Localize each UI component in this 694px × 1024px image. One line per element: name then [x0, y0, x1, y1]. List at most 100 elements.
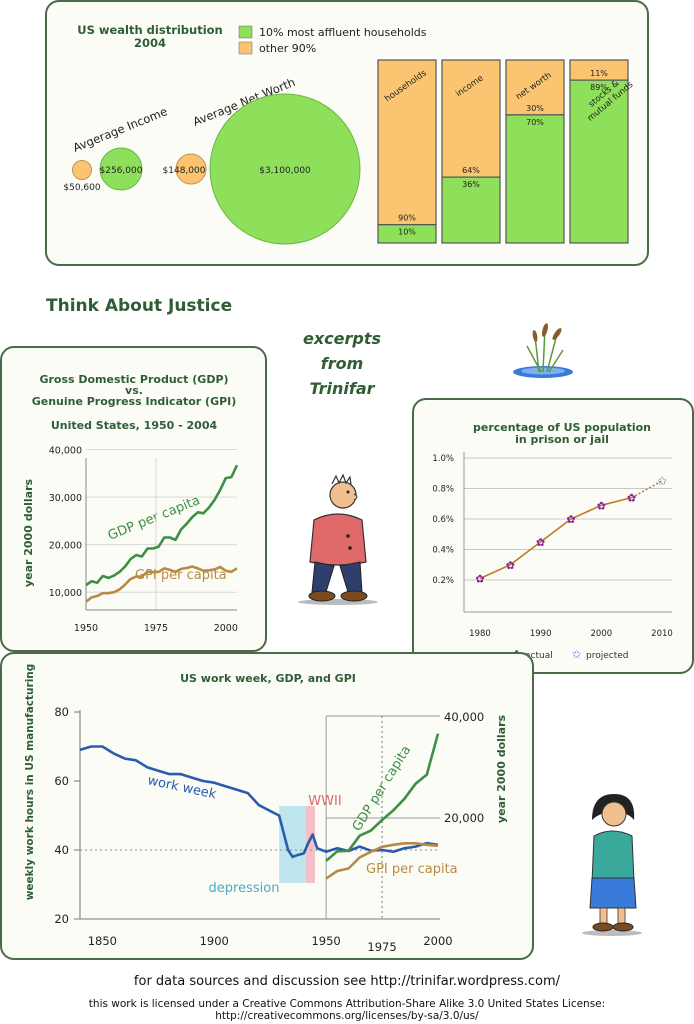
prison-xtick-0: 1980: [469, 629, 491, 639]
wealth-chart: US wealth distribution 2004 10% most aff…: [63, 23, 636, 245]
work-xtick-2: 1950: [311, 934, 340, 948]
work-xtick-extra: 1975: [367, 940, 396, 954]
wealth-title-line2: 2004: [134, 36, 166, 50]
legend-label-other: other 90%: [259, 42, 316, 55]
gdp-ytick-0: 10,000: [49, 588, 82, 599]
legend-projected-label: projected: [586, 651, 629, 661]
prison-xtick-1: 1990: [530, 629, 552, 639]
work-week-series-label: work week: [146, 773, 218, 802]
gdp-subtitle: United States, 1950 - 2004: [51, 419, 218, 432]
gdp-plot-area: 10,000 20,000 30,000 40,000 1950 1975 2000: [49, 446, 239, 634]
footer-license: this work is licensed under a Creative C…: [0, 998, 694, 1022]
legend-label-affluent: 10% most affluent households: [259, 26, 427, 39]
income-other-value: $50,600: [63, 183, 100, 193]
prison-panel: percentage of US population in prison or…: [412, 398, 694, 674]
work-y2tick-0: 20,000: [444, 811, 484, 825]
bar-other-2: [505, 59, 565, 116]
bar-other-value-0: 90%: [398, 214, 416, 223]
work-dollar-line-0: [325, 733, 440, 862]
gdp-ytick-3: 40,000: [49, 446, 82, 457]
workweek-chart: US work week, GDP, and GPI weekly work h…: [24, 664, 508, 954]
income-other-circle: [72, 160, 92, 180]
prison-projected-point: ✩: [657, 474, 667, 488]
work-week-line: [79, 745, 439, 859]
legend-swatch-other: [238, 41, 253, 55]
depression-shade: [279, 806, 306, 883]
prison-actual-point-5: ✿: [627, 492, 636, 505]
gdp-gpi-chart: Gross Domestic Product (GDP) vs. Genuine…: [22, 373, 239, 634]
prison-ytick-1: 0.4%: [432, 546, 454, 556]
gdp-gpi-panel: Gross Domestic Product (GDP) vs. Genuine…: [0, 346, 267, 652]
prison-xtick-2: 2000: [591, 629, 613, 639]
prison-actual-point-3: ✿: [566, 513, 575, 526]
cartoon-woman-illustration: [582, 794, 642, 936]
prison-ytick-4: 1.0%: [432, 454, 454, 464]
prison-actual-point-4: ✿: [597, 499, 606, 512]
prison-ytick-3: 0.8%: [432, 485, 454, 495]
bar-other-value-1: 64%: [462, 166, 480, 175]
income-affluent-value: $256,000: [100, 166, 143, 176]
networth-affluent-value: $3,100,000: [259, 166, 311, 176]
workweek-plot-area: 20 40 60 80 1850 1900 1950 2000 1975 40,000 20,000: [54, 705, 484, 954]
prison-actual-point-1: ✿: [506, 559, 515, 572]
depression-label: depression: [209, 881, 280, 896]
work-ylabel: weekly work hours in US manufacturing: [24, 664, 36, 901]
prison-actual-line: [479, 496, 632, 580]
bar-other-1: [441, 59, 501, 178]
legend-projected-marker: ✩: [572, 648, 581, 661]
cartoon-man-illustration: [298, 473, 378, 605]
work-xtick-0: 1850: [88, 934, 117, 948]
work-dollar-line-1: [325, 842, 439, 880]
prison-xtick-3: 2010: [651, 629, 673, 639]
wwii-label: WWII: [308, 794, 341, 809]
bar-other-value-2: 30%: [526, 104, 544, 113]
footer-license-url[interactable]: http://creativecommons.org/licenses/by-s…: [215, 1010, 479, 1022]
work-y2label: year 2000 dollars: [495, 714, 508, 823]
gdp-title-line1: Gross Domestic Product (GDP): [39, 373, 228, 386]
prison-actual-point-2: ✿: [536, 536, 545, 549]
work-y2tick-1: 40,000: [444, 710, 484, 724]
prison-actual-point-0: ✿: [475, 572, 484, 585]
work-xtick-1: 1900: [200, 934, 229, 948]
work-ytick-0: 20: [54, 912, 69, 926]
wwii-shade: [305, 806, 315, 883]
prison-title-line2: in prison or jail: [515, 433, 609, 446]
bar-affluent-0: [377, 224, 437, 244]
bar-affluent-value-2: 70%: [526, 118, 544, 127]
gdp-title-line3: Genuine Progress Indicator (GPI): [32, 395, 237, 408]
reeds-illustration: [513, 323, 573, 378]
networth-affluent-circle: [209, 93, 361, 245]
work-title: US work week, GDP, and GPI: [180, 672, 356, 685]
page-title: Think About Justice: [46, 296, 233, 316]
gdp-ytick-1: 20,000: [49, 541, 82, 552]
bar-affluent-2: [505, 114, 565, 244]
networth-other-value: $148,000: [163, 166, 206, 176]
gdp-xtick-2: 2000: [214, 623, 238, 634]
bar-affluent-value-0: 10%: [398, 228, 416, 237]
work-ytick-1: 40: [54, 843, 69, 857]
legend-actual-label: actual: [525, 651, 553, 661]
prison-ytick-2: 0.6%: [432, 515, 454, 525]
gdp-ytick-2: 30,000: [49, 493, 82, 504]
bar-affluent-value-3: 89%: [590, 83, 608, 92]
prison-ytick-0: 0.2%: [432, 576, 454, 586]
gdp-xtick-1: 1975: [144, 623, 168, 634]
work-gpi-series-label: GPI per capita: [366, 862, 458, 877]
work-xtick-3: 2000: [423, 934, 452, 948]
bar-affluent-1: [441, 176, 501, 244]
excerpts-line1: excerpts: [302, 329, 382, 348]
work-ytick-2: 60: [54, 774, 69, 788]
wealth-title-line1: US wealth distribution: [77, 23, 223, 37]
bar-other-value-3: 11%: [590, 69, 608, 78]
footer-license-line1: this work is licensed under a Creative C…: [88, 998, 606, 1010]
gdp-series-label: GDP per capita: [106, 493, 202, 544]
legend-swatch-affluent: [238, 25, 253, 39]
prison-title-line1: percentage of US population: [473, 421, 651, 434]
prison-projected-line: [631, 480, 663, 499]
prison-chart: percentage of US population in prison or…: [432, 421, 673, 661]
wealth-panel: US wealth distribution 2004 10% most aff…: [45, 0, 649, 266]
excerpts-line3: Trinifar: [309, 379, 375, 398]
prison-plot-area: 0.2% 0.4% 0.6% 0.8% 1.0% 1980 1990 2000 2010 ✿ ✿ ✿ ✿…: [432, 452, 673, 639]
bar-affluent-3: [569, 79, 629, 244]
